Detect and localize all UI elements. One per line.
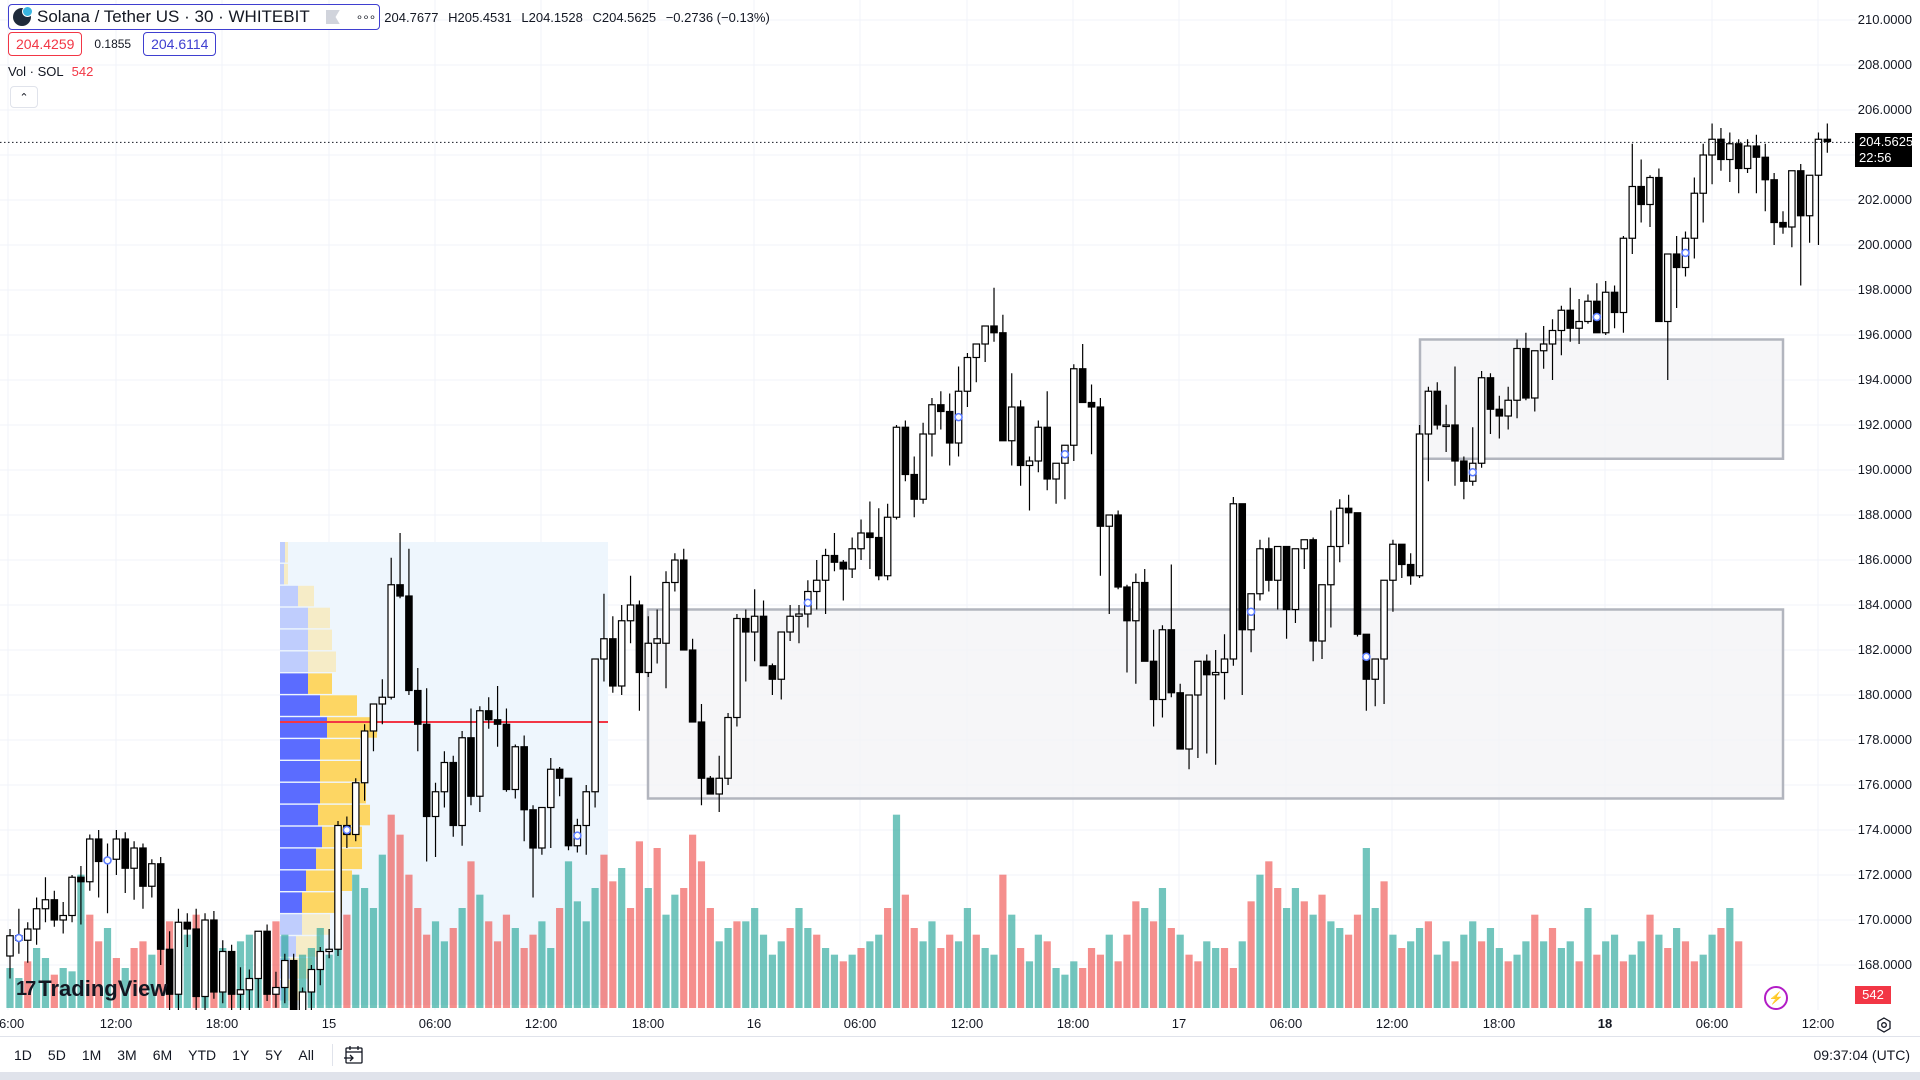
time-axis[interactable]: 06:00 12:00 18:00 15 06:00 12:00 18:00 16 06:00 1…	[0, 1010, 1856, 1045]
collapse-legend-button[interactable]: ⌃	[10, 86, 38, 108]
price-label: 210.0000	[1857, 12, 1912, 27]
bar-countdown: 22:56	[1859, 150, 1892, 165]
time-label: 12:00	[950, 1016, 984, 1031]
price-label: 182.0000	[1857, 642, 1912, 657]
symbol-legend: Solana / Tether US · 30 · WHITEBIT ∘∘∘ 2…	[8, 4, 776, 30]
tradingview-watermark: 17 TradingView	[16, 976, 167, 1002]
ohlc-values: 204.7677 H205.4531 L204.1528 C204.5625 −…	[384, 10, 776, 25]
more-options-icon[interactable]: ∘∘∘	[355, 10, 377, 24]
range-ytd-button[interactable]: YTD	[188, 1047, 217, 1063]
last-price-value: 204.5625	[1859, 134, 1914, 149]
tradingview-logo-icon: 17	[16, 977, 36, 1000]
price-label: 198.0000	[1857, 282, 1912, 297]
utc-clock[interactable]: 09:37:04 (UTC)	[1813, 1047, 1910, 1063]
spread-value: 0.1855	[94, 37, 132, 51]
time-label: 18	[1597, 1016, 1613, 1031]
price-label: 194.0000	[1857, 372, 1912, 387]
price-label: 170.0000	[1857, 912, 1912, 927]
range-all-button[interactable]: All	[298, 1047, 314, 1063]
watermark-text: TradingView	[38, 976, 168, 1001]
range-5y-button[interactable]: 5Y	[265, 1047, 283, 1063]
bottom-toolbar: 1D 5D 1M 3M 6M YTD 1Y 5Y All 09:37:04 (U…	[0, 1036, 1920, 1073]
time-label: 16	[746, 1016, 762, 1031]
time-label: 06:00	[1269, 1016, 1303, 1031]
range-1y-button[interactable]: 1Y	[232, 1047, 250, 1063]
time-label: 06:00	[418, 1016, 452, 1031]
price-label: 202.0000	[1857, 192, 1912, 207]
volume-tag: 542	[1855, 986, 1891, 1004]
price-label: 190.0000	[1857, 462, 1912, 477]
price-label: 168.0000	[1857, 957, 1912, 972]
chevron-up-icon: ⌃	[19, 91, 29, 104]
price-label: 174.0000	[1857, 822, 1912, 837]
lightning-icon[interactable]: ⚡	[1764, 986, 1788, 1010]
range-6m-button[interactable]: 6M	[152, 1047, 173, 1063]
time-label: 15	[321, 1016, 337, 1031]
range-1m-button[interactable]: 1M	[81, 1047, 102, 1063]
price-label: 208.0000	[1857, 57, 1912, 72]
price-label: 178.0000	[1857, 732, 1912, 747]
price-label: 206.0000	[1857, 102, 1912, 117]
symbol-title: Solana / Tether US · 30 · WHITEBIT	[37, 7, 310, 26]
time-label: 06:00	[843, 1016, 877, 1031]
time-label: 06:00	[1695, 1016, 1729, 1031]
volume-bars	[6, 814, 1743, 1008]
time-label: 18:00	[631, 1016, 665, 1031]
bottom-strip	[0, 1072, 1920, 1080]
time-label: 12:00	[1375, 1016, 1409, 1031]
price-label: 192.0000	[1857, 417, 1912, 432]
chart-grid	[0, 0, 1856, 1010]
volume-legend[interactable]: Vol · SOL 542	[8, 64, 93, 79]
symbol-selector[interactable]: Solana / Tether US · 30 · WHITEBIT ∘∘∘	[8, 4, 381, 30]
time-label: 12:00	[524, 1016, 558, 1031]
change-value: −0.2736 (−0.13%)	[665, 9, 770, 25]
toolbar-divider	[331, 1044, 333, 1066]
flag-icon[interactable]	[325, 10, 340, 24]
range-3m-button[interactable]: 3M	[117, 1047, 137, 1063]
calendar-goto-icon[interactable]	[343, 1045, 365, 1065]
low-value: L204.1528	[521, 9, 583, 25]
range-5d-button[interactable]: 5D	[47, 1047, 66, 1063]
volume-value: 542	[71, 64, 94, 79]
time-label: 18:00	[1482, 1016, 1516, 1031]
time-label: 18:00	[205, 1016, 239, 1031]
price-label: 176.0000	[1857, 777, 1912, 792]
time-label: 06:00	[0, 1016, 25, 1031]
sell-price-button[interactable]: 204.4259	[8, 32, 83, 56]
buy-price-button[interactable]: 204.6114	[143, 32, 217, 56]
price-label: 184.0000	[1857, 597, 1912, 612]
time-label: 18:00	[1056, 1016, 1090, 1031]
price-label: 188.0000	[1857, 507, 1912, 522]
price-label: 180.0000	[1857, 687, 1912, 702]
time-label: 12:00	[99, 1016, 133, 1031]
price-label: 196.0000	[1857, 327, 1912, 342]
last-price-tag: 204.5625 22:56	[1855, 133, 1914, 167]
close-value: C204.5625	[592, 9, 657, 25]
signal-markers	[14, 248, 1690, 943]
price-label: 172.0000	[1857, 867, 1912, 882]
bid-ask-row: 204.4259 0.1855 204.6114	[8, 32, 217, 56]
time-label: 17	[1171, 1016, 1187, 1031]
volume-label: Vol · SOL	[8, 64, 64, 79]
demand-zone-upper[interactable]	[1418, 338, 1785, 460]
high-value: H205.4531	[448, 9, 512, 25]
price-label: 186.0000	[1857, 552, 1912, 567]
price-chart[interactable]	[0, 0, 1856, 1010]
open-value: 204.7677	[384, 9, 439, 25]
range-1d-button[interactable]: 1D	[14, 1047, 32, 1063]
solana-logo-icon	[13, 6, 33, 26]
settings-icon[interactable]	[1876, 1017, 1892, 1033]
price-label: 200.0000	[1857, 237, 1912, 252]
time-label: 12:00	[1801, 1016, 1835, 1031]
